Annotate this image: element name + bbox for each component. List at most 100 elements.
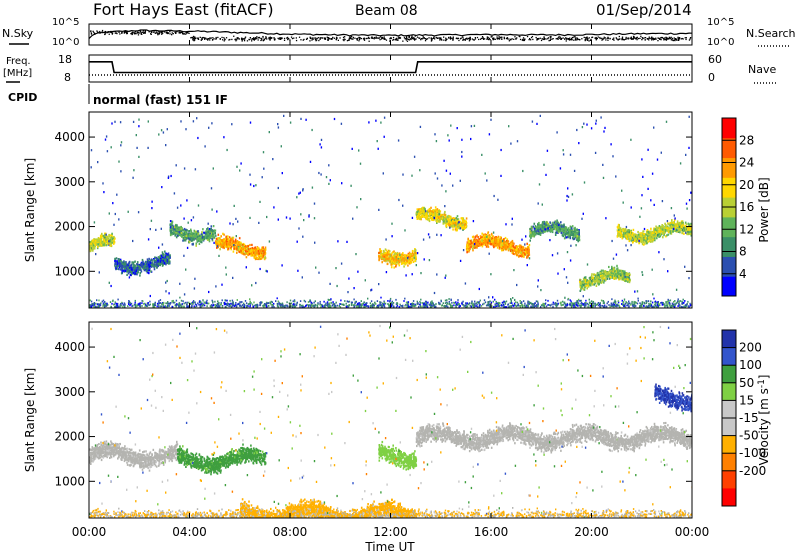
scatter-cell (170, 226, 173, 229)
nsearch-point (535, 36, 537, 39)
nsearch-point (665, 37, 667, 39)
scatter-cell (249, 249, 251, 252)
scatter-cell (511, 244, 514, 247)
scatter-cell (498, 247, 501, 250)
scatter-cell (132, 271, 134, 274)
scatter-cell (110, 244, 113, 248)
scatter-cell (558, 226, 560, 229)
scatter-cell (458, 226, 461, 229)
scatter-cell (144, 260, 147, 263)
scatter-cell (521, 255, 523, 258)
scatter-cell (433, 218, 435, 221)
scatter-cell (94, 239, 97, 243)
scatter-cell (395, 262, 397, 265)
scatter-cell (160, 262, 162, 265)
scatter-cell (180, 227, 182, 230)
scatter-cell (120, 272, 123, 275)
nsearch-point (243, 38, 245, 40)
nsearch-point (403, 37, 406, 39)
nsearch-point (501, 36, 503, 38)
nsearch-point (630, 37, 633, 40)
scatter-cell (191, 238, 194, 241)
scatter-cell (224, 245, 227, 248)
scatter-cell (430, 206, 432, 209)
nsearch-point (652, 37, 655, 39)
scatter-cell (166, 253, 168, 256)
nsearch-point (241, 37, 243, 39)
scatter-cell (423, 209, 426, 212)
scatter-cell (253, 250, 256, 253)
scatter-cell (432, 209, 434, 212)
freq-series (89, 60, 692, 76)
scatter-cell (572, 233, 574, 236)
nsearch-point (339, 37, 341, 39)
scatter-cell (428, 219, 431, 223)
nsearch-point (613, 37, 615, 39)
scatter-cell (216, 246, 218, 249)
scatter-cell (507, 241, 509, 244)
scatter-cell (497, 235, 500, 238)
scatter-cell (152, 259, 154, 262)
scatter-cell (100, 238, 102, 241)
scatter-cell (424, 207, 426, 210)
scatter-cell (461, 220, 464, 223)
scatter-cell (257, 254, 260, 258)
scatter-cell (146, 264, 149, 268)
nsearch-point (217, 36, 219, 39)
scatter-cell (93, 242, 96, 245)
scatter-cell (198, 234, 201, 237)
nsearch-point (543, 38, 545, 41)
scatter-cell (105, 244, 108, 247)
scatter-cell (90, 242, 93, 245)
scatter-cell (512, 248, 515, 251)
nsearch-point (576, 38, 579, 40)
scatter-cell (134, 260, 136, 263)
scatter-cell (231, 240, 234, 243)
scatter-cell (425, 218, 428, 221)
scatter-cell (236, 247, 238, 250)
scatter-cell (176, 226, 179, 229)
nsearch-point (677, 36, 679, 38)
scatter-cell (394, 251, 397, 255)
scatter-cell (568, 235, 570, 238)
nsearch-point (468, 37, 470, 39)
nsearch-point (569, 39, 572, 41)
scatter-cell (416, 211, 419, 214)
scatter-cell (565, 236, 567, 239)
scatter-cell (180, 231, 183, 235)
nsearch-point (621, 38, 623, 40)
scatter-cell (243, 248, 246, 251)
scatter-cell (493, 246, 495, 249)
nsearch-point (655, 38, 657, 40)
scatter-cell (611, 276, 614, 279)
nsearch-point (626, 38, 628, 40)
scatter-cell (438, 211, 441, 214)
nsearch-point (201, 38, 203, 41)
scatter-cell (186, 229, 188, 232)
scatter-cell (550, 226, 553, 229)
scatter-cell (201, 232, 203, 235)
scatter-cell (242, 245, 244, 248)
scatter-cell (573, 237, 576, 240)
scatter-cell (232, 236, 235, 239)
scatter-cell (404, 255, 407, 258)
scatter-cell (436, 221, 438, 224)
nsearch-point (621, 36, 624, 38)
nsearch-point (676, 39, 678, 41)
scatter-cell (570, 229, 573, 232)
nsearch-point (335, 38, 337, 40)
scatter-cell (264, 252, 267, 255)
scatter-cell (574, 229, 577, 233)
scatter-cell (482, 242, 485, 245)
nsearch-point (574, 36, 576, 38)
scatter-cell (213, 236, 216, 239)
scatter-cell (496, 237, 499, 240)
nsearch-point (156, 32, 159, 34)
nsearch-point (398, 36, 400, 38)
nsearch-point (256, 37, 258, 39)
scatter-cell (391, 252, 393, 255)
scatter-cell (388, 255, 391, 258)
nsearch-point (160, 31, 162, 33)
scatter-cell (148, 269, 151, 272)
scatter-cell (414, 251, 417, 255)
